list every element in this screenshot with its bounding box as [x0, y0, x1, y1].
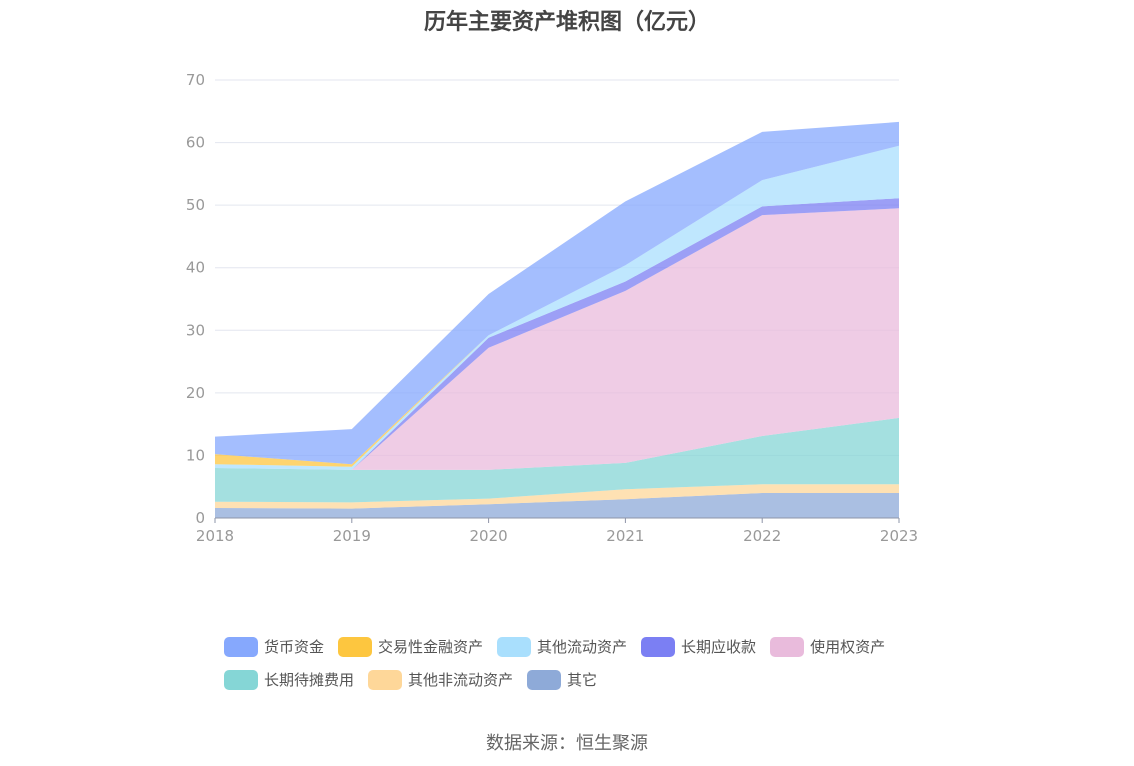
legend-row: 货币资金 交易性金融资产 其他流动资产 长期应收款 使用权资产: [224, 630, 944, 663]
x-tick-label: 2021: [606, 527, 644, 545]
legend-label: 长期应收款: [681, 638, 757, 656]
y-tick-label: 70: [186, 71, 205, 89]
area-货币资金: [215, 121, 899, 465]
area-长期待摊费用: [215, 417, 899, 503]
y-tick-label: 40: [186, 259, 205, 277]
axes: 0 10 20 30 40 50 60 70 2018 2019 2020 2021 2022 2023: [186, 71, 918, 545]
legend-label: 其它: [567, 671, 598, 689]
legend-item[interactable]: 其他流动资产: [497, 636, 627, 657]
legend-item[interactable]: 使用权资产: [770, 636, 885, 657]
source-note: 数据来源：恒生聚源: [486, 733, 648, 754]
legend-swatch: [527, 669, 562, 690]
area-其他流动资产: [215, 145, 899, 470]
legend-label: 其他流动资产: [537, 638, 628, 656]
area-使用权资产: [215, 208, 899, 470]
legend-swatch: [224, 636, 258, 657]
x-tick-label: 2019: [333, 527, 371, 545]
area-series: [215, 121, 899, 518]
y-tick-label: 50: [186, 196, 205, 214]
chart-title: 历年主要资产堆积图（亿元）: [423, 10, 710, 35]
y-tick-label: 30: [186, 321, 205, 339]
area-其他非流动资产: [215, 484, 899, 509]
area-其它: [215, 492, 899, 518]
legend-label: 交易性金融资产: [378, 638, 484, 656]
x-tick-label: 2023: [880, 527, 918, 545]
legend-item[interactable]: 长期应收款: [641, 636, 756, 657]
legend-label: 其他非流动资产: [408, 671, 514, 689]
x-tick-label: 2022: [743, 527, 781, 545]
y-tick-label: 60: [186, 134, 205, 152]
legend-swatch: [497, 636, 532, 657]
legend-swatch: [338, 636, 373, 657]
legend-item[interactable]: 货币资金: [224, 636, 324, 657]
legend-swatch: [641, 636, 676, 657]
x-tick-label: 2018: [196, 527, 234, 545]
legend-row: 长期待摊费用 其他非流动资产 其它: [224, 663, 944, 696]
legend-item[interactable]: 交易性金融资产: [338, 636, 483, 657]
legend-label: 使用权资产: [810, 638, 886, 656]
x-tick-label: 2020: [470, 527, 508, 545]
legend-item[interactable]: 其他非流动资产: [368, 669, 513, 690]
legend-swatch: [368, 669, 403, 690]
y-tick-label: 0: [195, 509, 205, 527]
legend-swatch: [770, 636, 805, 657]
y-tick-label: 20: [186, 384, 205, 402]
legend-label: 长期待摊费用: [264, 671, 355, 689]
legend-item[interactable]: 长期待摊费用: [224, 669, 354, 690]
legend-label: 货币资金: [264, 638, 325, 656]
legend-swatch: [224, 669, 258, 690]
legend: 货币资金 交易性金融资产 其他流动资产 长期应收款 使用权资产 长期待摊费用 其他非流动资…: [224, 630, 944, 696]
y-tick-label: 10: [186, 446, 205, 464]
legend-item[interactable]: 其它: [527, 669, 597, 690]
